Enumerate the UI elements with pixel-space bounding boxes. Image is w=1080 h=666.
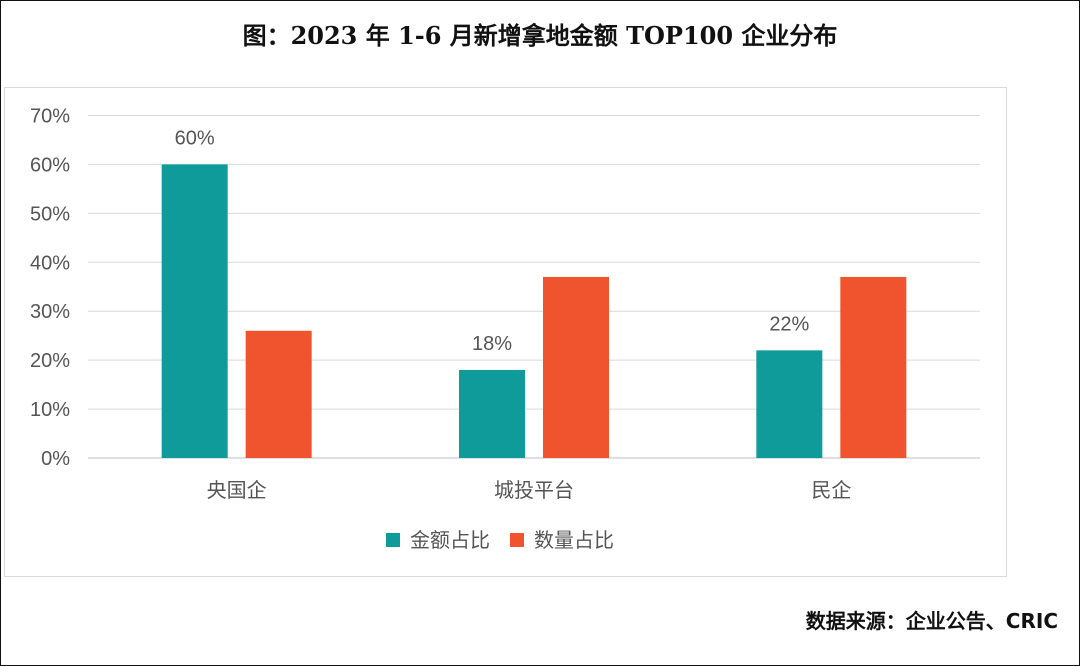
bar-amount (756, 350, 823, 458)
y-tick-label: 50% (30, 203, 70, 225)
x-tick-label: 民企 (811, 478, 851, 502)
source-note: 数据来源：企业公告、CRIC (805, 609, 1058, 633)
x-tick-label: 城投平台 (494, 478, 574, 502)
legend-label-amount: 金额占比 (410, 528, 490, 552)
data-label: 18% (472, 333, 512, 355)
y-tick-label: 20% (30, 350, 70, 372)
y-tick-label: 70% (30, 106, 70, 128)
y-tick-label: 10% (30, 399, 70, 421)
bar-amount (459, 369, 525, 458)
bar-count (543, 276, 609, 458)
legend-label-count: 数量占比 (534, 528, 614, 552)
data-label: 60% (175, 127, 215, 149)
legend-swatch-amount (386, 533, 400, 547)
data-label: 22% (769, 313, 809, 335)
y-tick-label: 60% (30, 154, 70, 176)
bar-count (840, 276, 907, 458)
y-tick-label: 0% (41, 448, 70, 470)
x-tick-label: 央国企 (207, 478, 267, 502)
bar-amount (161, 164, 228, 458)
y-tick-label: 40% (30, 252, 70, 274)
y-tick-label: 30% (30, 301, 70, 323)
legend-swatch-count (510, 533, 524, 547)
bar-count (245, 330, 312, 458)
chart-title: 图：2023 年 1-6 月新增拿地金额 TOP100 企业分布 (242, 21, 838, 50)
